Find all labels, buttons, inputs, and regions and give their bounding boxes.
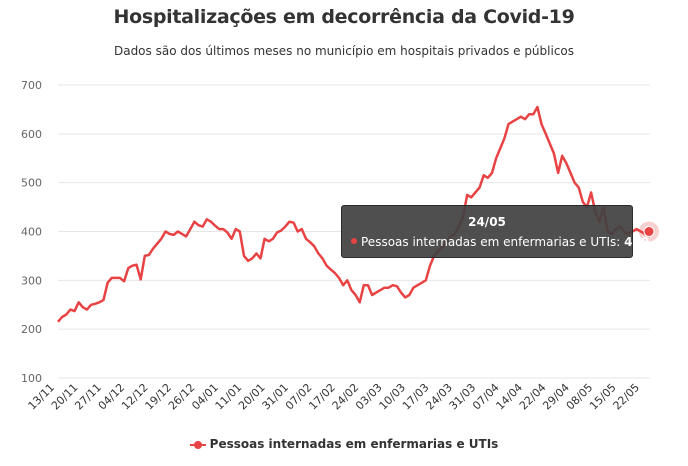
chart-title: Hospitalizações em decorrência da Covid-… <box>113 6 575 28</box>
highlight-point-layer <box>639 221 659 242</box>
tooltip-date: 24/05 <box>468 215 506 229</box>
y-tick-label: 200 <box>21 323 42 336</box>
y-tick-label: 400 <box>21 226 42 239</box>
y-tick-label: 500 <box>21 177 42 190</box>
x-axis-ticks: 13/1120/1127/1104/1212/1219/1226/1204/01… <box>26 381 643 413</box>
tooltip: 24/05 Pessoas internadas em enfermarias … <box>341 205 649 258</box>
tooltip-row: Pessoas internadas em enfermarias e UTIs… <box>351 235 649 249</box>
tooltip-value: 400 <box>624 235 650 249</box>
series-line-layer <box>57 105 650 323</box>
highlight-point[interactable] <box>643 226 655 237</box>
legend-marker-icon <box>189 440 206 450</box>
tooltip-series-name: Pessoas internadas em enfermarias e UTIs <box>361 235 617 249</box>
y-tick-label: 600 <box>21 128 42 141</box>
y-tick-label: 700 <box>21 79 42 92</box>
x-tick-label: 22/05 <box>611 381 643 413</box>
y-tick-label: 300 <box>21 274 42 287</box>
grid-lines <box>58 84 650 379</box>
y-tick-label: 100 <box>21 372 42 385</box>
legend-label: Pessoas internadas em enfermarias e UTIs <box>209 437 499 451</box>
tooltip-series-dot <box>351 238 357 244</box>
chart-subtitle: Dados são dos últimos meses no município… <box>113 44 575 58</box>
y-axis-ticks: 100 200 300 400 500 600 700 <box>21 79 42 385</box>
series-line[interactable] <box>57 105 650 323</box>
legend[interactable]: Pessoas internadas em enfermarias e UTIs <box>0 437 688 451</box>
